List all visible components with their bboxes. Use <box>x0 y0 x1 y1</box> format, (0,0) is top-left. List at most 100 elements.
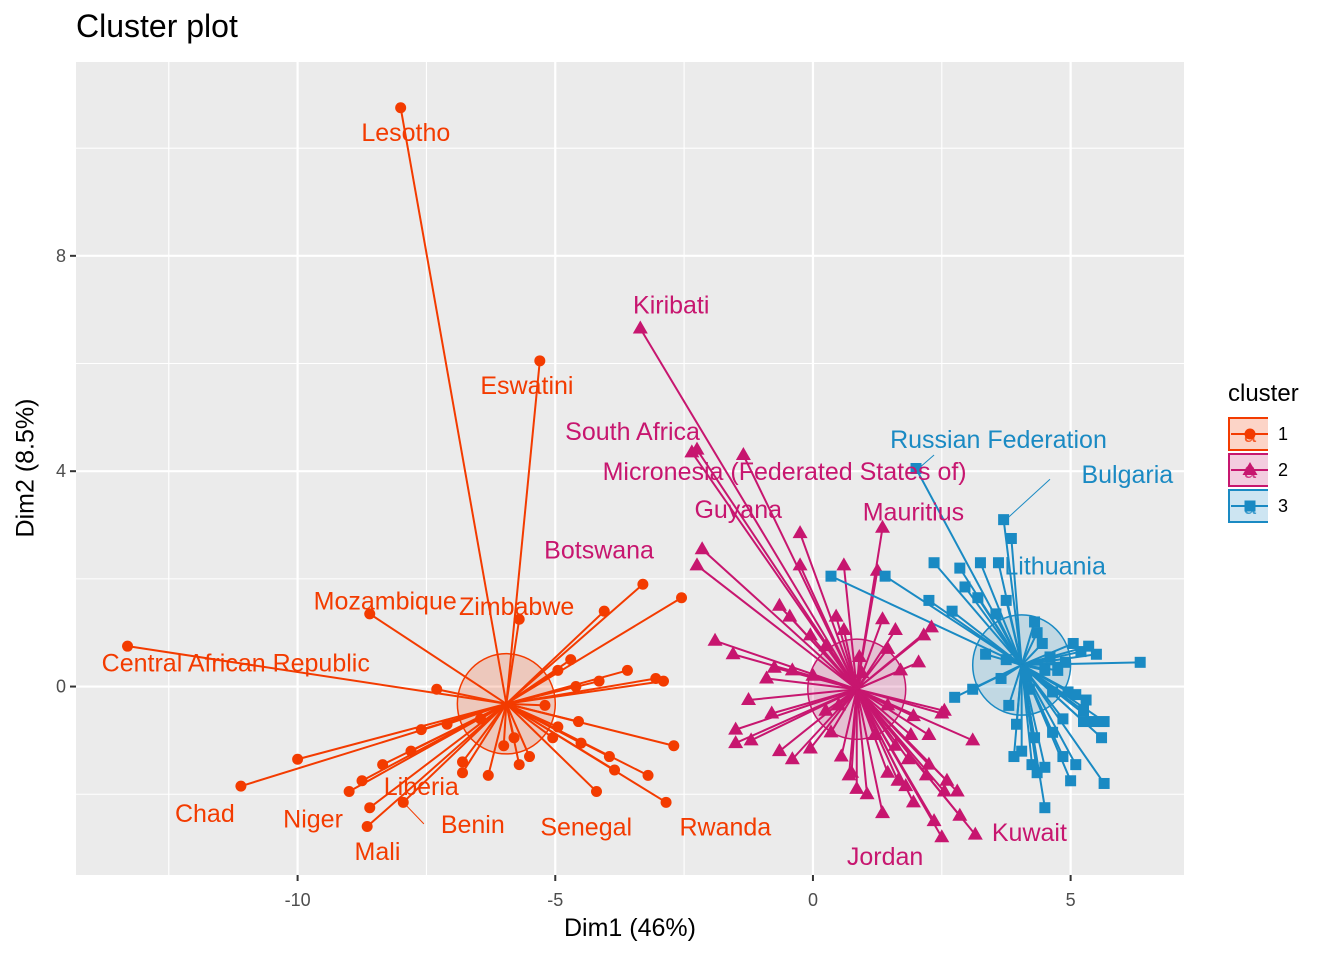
cluster-1-spoke <box>505 619 521 704</box>
cluster-2-point <box>893 662 909 676</box>
cluster-1-point <box>431 683 443 695</box>
cluster-2-point <box>905 794 921 808</box>
cluster-2-spoke <box>735 688 858 731</box>
cluster-1-point <box>621 664 633 676</box>
cluster-2-point <box>887 737 903 751</box>
x-tick-label: 5 <box>1066 890 1076 910</box>
cluster-2-point <box>851 648 867 662</box>
cluster-3-spoke <box>1020 664 1077 766</box>
cluster-2-point <box>867 727 883 741</box>
cluster-1-point <box>603 751 615 763</box>
cluster-2-spoke <box>855 648 889 690</box>
cluster-1-point <box>552 664 564 676</box>
cluster-3-point <box>1070 689 1082 701</box>
legend-label-1: 1 <box>1278 423 1289 444</box>
cluster-3-point <box>1083 640 1095 652</box>
cluster-2-spoke <box>855 688 897 747</box>
cluster-3-point <box>1011 718 1023 730</box>
cluster-2-point <box>784 662 800 676</box>
cluster-2-point <box>725 646 741 660</box>
cluster-3-point <box>990 608 1002 620</box>
cluster-2-spoke <box>855 688 943 838</box>
cluster-1-point <box>395 102 407 114</box>
cluster-2-point <box>918 767 934 781</box>
cluster-3-point <box>1070 759 1082 771</box>
cluster-1-point <box>552 721 564 733</box>
cluster-2-point <box>916 627 932 641</box>
cluster-2-spoke <box>850 689 858 773</box>
cluster-1-point <box>405 745 417 757</box>
cluster-2-spoke <box>701 548 858 690</box>
cluster-2-point <box>952 807 968 821</box>
y-tick-label: 4 <box>56 461 66 481</box>
cluster-1-spoke <box>505 596 683 705</box>
cluster-3-spoke <box>977 597 1023 666</box>
cluster-2-point <box>828 608 844 622</box>
cluster-2-point <box>859 786 875 800</box>
cluster-3-point <box>998 514 1010 526</box>
cluster-3-point <box>1003 699 1015 711</box>
legend-key-shape <box>1244 500 1256 512</box>
cluster-2-point <box>728 721 744 735</box>
cluster-1-spoke <box>505 583 644 705</box>
cluster-2-point <box>743 732 759 746</box>
cluster-3-point <box>1134 656 1146 668</box>
cluster-3-spoke <box>995 613 1023 666</box>
cluster-1-point <box>534 355 546 367</box>
cluster-2-point <box>923 619 939 633</box>
cluster-3-point <box>1039 761 1051 773</box>
cluster-2-point <box>836 622 852 636</box>
label-leader-line <box>1008 478 1051 518</box>
cluster-2-spoke <box>856 688 912 736</box>
cluster-2-spoke <box>830 688 858 733</box>
cluster-1-spoke <box>402 703 508 804</box>
cluster-2-point <box>890 772 906 786</box>
cluster-2-spoke <box>825 645 858 690</box>
cluster-2-point <box>900 751 916 765</box>
cluster-2-point <box>764 705 780 719</box>
minor-gridlines <box>76 62 1184 875</box>
point-label: Guyana <box>694 496 782 524</box>
point-label: Kiribati <box>633 291 709 319</box>
cluster-3-point <box>1067 637 1079 649</box>
cluster-2-spoke <box>639 327 858 690</box>
point-labels: Lesotho Eswatini Mozambique Zimbabwe Central… <box>102 119 1174 871</box>
cluster-2-spoke <box>856 688 930 736</box>
cluster-3-point <box>910 463 922 474</box>
cluster-1-point <box>591 786 603 798</box>
cluster-3-point <box>1008 751 1020 763</box>
legend-key-shape <box>1244 428 1256 440</box>
cluster-3-point <box>959 581 971 593</box>
cluster-3-point <box>954 562 966 574</box>
cluster-2-spoke <box>856 688 943 715</box>
cluster-3-point <box>1021 670 1033 682</box>
cluster-3-point <box>946 605 958 617</box>
legend-title: cluster <box>1228 380 1299 407</box>
cluster-3-point <box>1080 694 1092 706</box>
cluster-3-point <box>1062 686 1074 698</box>
cluster-1-spoke <box>505 703 598 793</box>
axes: -10 -5 0 5 0 4 8 <box>56 246 1076 910</box>
legend-label-3: 3 <box>1278 495 1289 516</box>
cluster-1-point <box>524 751 536 763</box>
cluster-2-spoke <box>809 634 858 690</box>
cluster-2-point <box>875 519 891 533</box>
cluster-1-point <box>356 775 368 787</box>
cluster-1-spoke <box>505 703 531 757</box>
cluster-2-spoke <box>842 629 858 690</box>
cluster-3-spoke <box>1021 661 1066 667</box>
cluster-1-point <box>498 740 510 752</box>
cluster-2-point <box>802 627 818 641</box>
cluster-3-point <box>1052 664 1064 676</box>
cluster-3-point <box>992 557 1004 569</box>
cluster-1-point <box>122 640 134 652</box>
cluster-1-spoke <box>436 688 507 705</box>
cluster-1-point <box>539 699 551 711</box>
cluster-2-point <box>792 557 808 571</box>
cluster-3-point <box>879 570 891 582</box>
cluster-1-point <box>660 796 672 808</box>
cluster-2-point <box>728 735 744 749</box>
cluster-2-point <box>880 640 896 654</box>
cluster-2-point <box>854 665 870 679</box>
